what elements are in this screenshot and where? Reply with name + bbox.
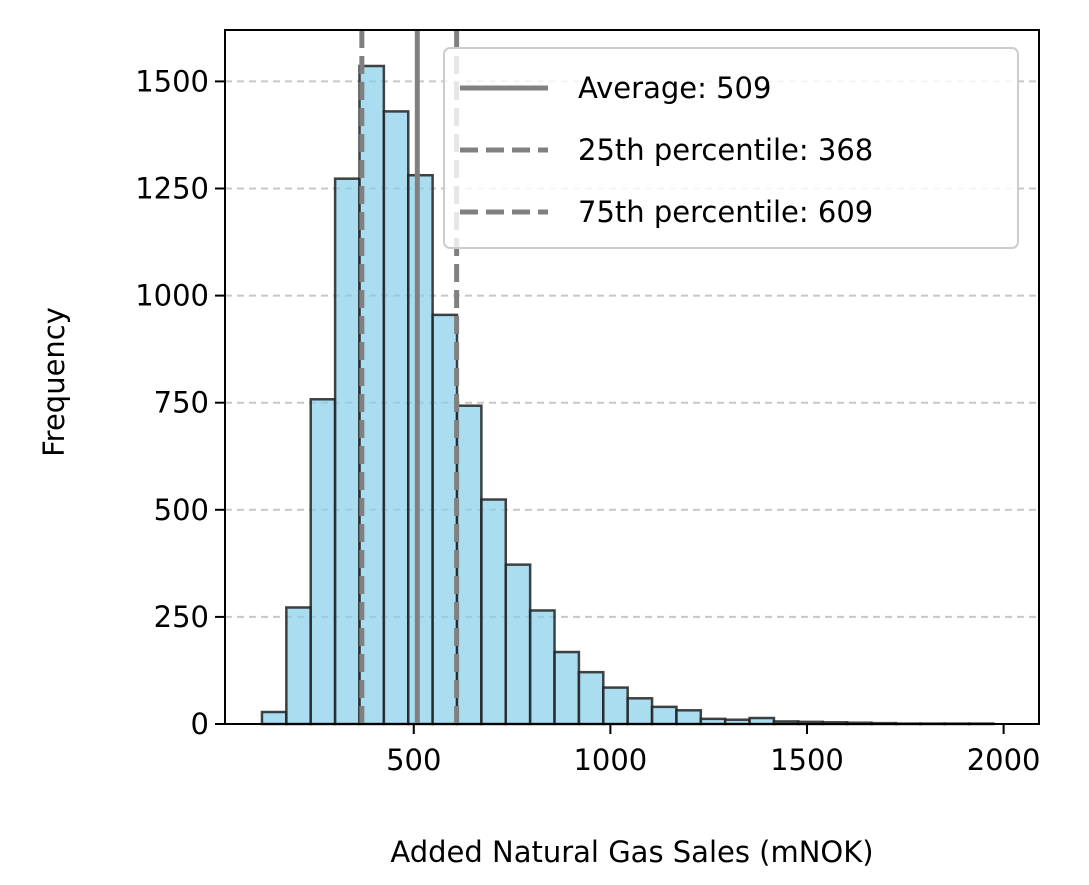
histogram-bar [577,670,605,726]
histogram-bar [528,609,556,726]
legend-label: 75th percentile: 609 [578,195,873,229]
y-tick-label: 750 [154,386,209,420]
y-tick-label: 250 [154,600,209,634]
legend-label: 25th percentile: 368 [578,133,873,167]
y-tick-label: 1000 [135,279,209,313]
axis-ticks: 0 250 500 750 1000 1250 1500 500 1000 1500 2000 [135,64,1040,777]
histogram-bar [504,563,532,726]
x-tick-label: 2000 [967,743,1041,777]
histogram-bar [382,110,410,726]
histogram-bar [285,606,312,726]
histogram-bar [650,705,678,726]
x-axis-label: Added Natural Gas Sales (mNOK) [390,835,873,869]
x-tick-label: 1000 [573,743,647,777]
x-tick-label: 500 [386,743,441,777]
histogram-bar [455,404,483,726]
y-tick-label: 0 [191,707,209,741]
histogram-bar [309,398,337,726]
legend-box [443,47,1019,249]
plot-frame [224,29,1040,725]
histogram-bar [626,697,654,726]
histogram-bar [406,173,434,726]
y-tick-label: 500 [154,493,209,527]
x-tick-label: 1500 [770,743,844,777]
histogram-bar [675,709,703,726]
y-axis-label: Frequency [37,307,71,457]
y-tick-label: 1250 [135,172,209,206]
legend: Average: 509 25th percentile: 368 75th per… [443,47,1019,249]
histogram-bar [480,498,508,726]
histogram-bar [553,650,581,726]
histogram-bar [431,313,459,726]
histogram-bar [260,710,288,726]
histogram-bar [333,177,361,726]
y-tick-label: 1500 [135,64,209,98]
histogram-bar [602,686,629,726]
legend-label: Average: 509 [578,71,771,105]
